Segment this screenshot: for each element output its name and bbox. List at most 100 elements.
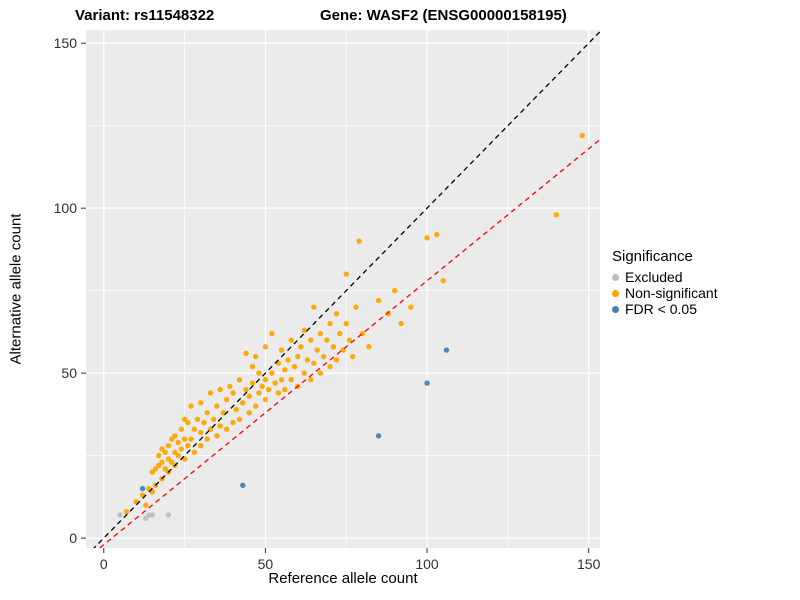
- data-point: [198, 400, 204, 406]
- data-point: [198, 443, 204, 449]
- data-point: [375, 433, 382, 439]
- data-point: [285, 357, 291, 363]
- data-point: [265, 386, 272, 393]
- data-point: [356, 238, 362, 244]
- data-point: [282, 386, 288, 393]
- data-point: [223, 426, 230, 432]
- data-point: [392, 287, 398, 294]
- fit-line: [98, 139, 600, 548]
- data-point: [249, 363, 256, 370]
- data-point: [233, 406, 240, 413]
- data-point: [246, 393, 252, 399]
- x-tick-label: 150: [577, 556, 601, 572]
- data-point: [162, 449, 168, 456]
- data-point: [139, 485, 146, 492]
- legend-item-non-significant: Non-significant: [612, 285, 718, 301]
- data-point: [165, 456, 172, 462]
- data-point: [256, 370, 262, 376]
- data-point: [185, 419, 191, 426]
- data-point: [553, 212, 560, 218]
- data-point: [440, 278, 446, 284]
- data-point: [307, 337, 314, 343]
- data-point: [188, 403, 194, 409]
- data-point: [301, 370, 307, 376]
- data-point: [272, 380, 278, 386]
- data-point: [181, 436, 188, 442]
- data-point: [333, 311, 340, 317]
- data-point: [307, 377, 314, 383]
- data-point: [172, 433, 178, 439]
- x-tick-label: 50: [258, 556, 274, 572]
- data-point: [178, 426, 185, 432]
- data-point: [204, 410, 210, 416]
- data-point: [214, 433, 220, 439]
- data-point: [256, 390, 262, 396]
- data-point: [214, 403, 220, 409]
- data-point: [240, 400, 246, 406]
- data-point: [123, 509, 130, 515]
- data-point: [275, 390, 282, 396]
- data-point: [253, 353, 259, 360]
- data-point: [191, 449, 197, 456]
- x-tick-label: 0: [100, 556, 108, 572]
- identity-line: [93, 31, 600, 548]
- x-tick-label: 100: [415, 556, 439, 572]
- data-point: [165, 443, 172, 449]
- data-point: [398, 320, 404, 327]
- data-point: [253, 403, 259, 409]
- legend-title: Significance: [612, 248, 693, 265]
- data-point: [324, 337, 330, 343]
- data-point: [143, 502, 149, 508]
- data-point: [243, 386, 249, 393]
- data-point: [320, 353, 327, 360]
- data-point: [278, 377, 285, 383]
- legend-label-non-significant: Non-significant: [625, 285, 718, 301]
- data-point: [311, 360, 317, 366]
- data-point: [165, 512, 172, 518]
- data-point: [304, 357, 311, 363]
- data-point: [327, 363, 333, 370]
- data-point: [236, 416, 243, 423]
- data-point: [385, 311, 391, 317]
- data-point: [375, 297, 382, 304]
- data-point: [246, 410, 252, 416]
- y-tick-label: 0: [69, 530, 77, 546]
- data-point: [317, 330, 324, 337]
- data-point: [262, 396, 269, 403]
- data-point: [262, 377, 269, 383]
- lines-layer: [93, 31, 600, 548]
- data-point: [201, 419, 207, 426]
- data-point: [243, 350, 249, 357]
- data-point: [278, 347, 285, 353]
- data-point: [343, 271, 349, 277]
- data-point: [434, 231, 440, 238]
- data-point: [178, 446, 185, 452]
- data-point: [188, 436, 194, 442]
- data-point: [162, 466, 168, 472]
- data-point: [149, 469, 155, 475]
- data-point: [262, 344, 269, 350]
- data-point: [156, 462, 162, 469]
- data-point: [259, 383, 265, 390]
- data-point: [314, 347, 320, 353]
- data-point: [269, 330, 275, 337]
- data-point: [295, 353, 301, 360]
- data-point: [227, 383, 233, 390]
- legend-label-fdr: FDR < 0.05: [625, 301, 697, 317]
- data-point: [159, 446, 165, 452]
- data-point: [230, 390, 236, 396]
- data-point: [424, 380, 430, 386]
- data-point: [282, 367, 288, 373]
- data-point: [143, 515, 149, 522]
- data-point: [175, 439, 181, 446]
- data-point: [181, 416, 188, 423]
- data-point: [349, 353, 356, 360]
- legend-item-excluded: Excluded: [612, 269, 718, 285]
- y-tick-label: 100: [54, 200, 78, 216]
- y-axis-label: Alternative allele count: [7, 213, 25, 365]
- data-point: [159, 459, 165, 465]
- data-point: [198, 429, 204, 436]
- data-point: [175, 452, 181, 459]
- data-point: [149, 512, 155, 518]
